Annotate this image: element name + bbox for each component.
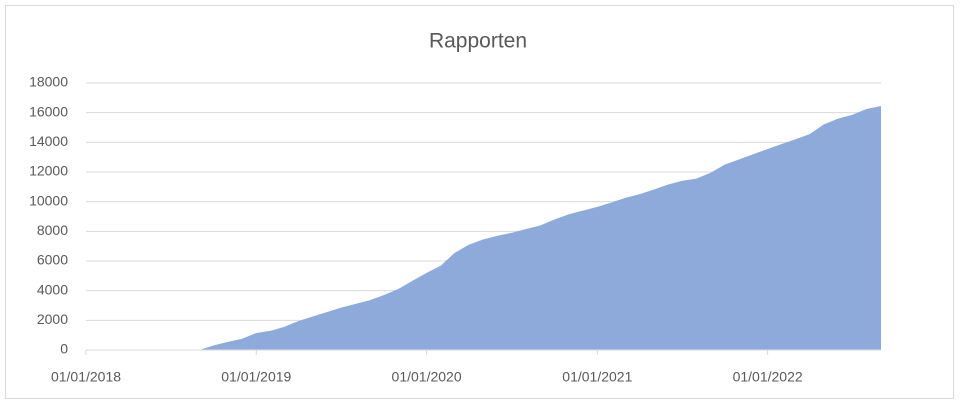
- y-tick-label: 0: [60, 341, 68, 357]
- y-tick-label: 12000: [29, 163, 68, 179]
- x-tick-label: 01/01/2018: [51, 369, 121, 385]
- chart-title: Rapporten: [429, 30, 527, 53]
- y-tick-label: 14000: [29, 133, 68, 149]
- y-tick-label: 10000: [29, 192, 68, 208]
- y-tick-label: 2000: [37, 311, 68, 327]
- x-tick-label: 01/01/2021: [562, 369, 632, 385]
- y-tick-label: 4000: [37, 281, 68, 297]
- area: [199, 105, 882, 350]
- x-tick-label: 01/01/2020: [392, 369, 462, 385]
- x-tick-label: 01/01/2019: [221, 369, 291, 385]
- x-tick-label: 01/01/2022: [733, 369, 803, 385]
- y-tick-label: 18000: [29, 74, 68, 90]
- y-tick-label: 16000: [29, 103, 68, 119]
- y-tick-label: 8000: [37, 222, 68, 238]
- y-tick-label: 6000: [37, 252, 68, 268]
